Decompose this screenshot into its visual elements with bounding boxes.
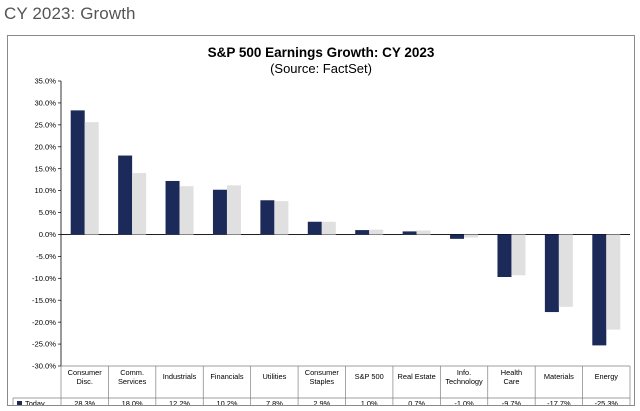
table-value: 12.2%	[169, 399, 190, 405]
table-value: 1.0%	[361, 399, 378, 405]
bar-31-mar	[84, 122, 99, 235]
bar-31-mar	[179, 186, 194, 235]
table-value: -9.7%	[502, 399, 522, 405]
category-label: Utilities	[262, 372, 286, 381]
table-value: 18.0%	[122, 399, 143, 405]
y-tick-label: 25.0%	[34, 120, 56, 129]
category-label: Disc.	[76, 377, 92, 386]
bar-31-mar	[226, 185, 241, 235]
bar-31-mar	[511, 234, 526, 276]
table-value: 10.2%	[216, 399, 237, 405]
bar-31-mar	[321, 221, 336, 235]
category-label: Energy	[595, 372, 619, 381]
bar-today	[70, 110, 85, 235]
category-label: Consumer	[305, 368, 340, 377]
category-label: Info.	[457, 368, 471, 377]
chart-title: S&P 500 Earnings Growth: CY 2023	[208, 45, 435, 60]
bar-today	[544, 234, 559, 313]
chart-frame: S&P 500 Earnings Growth: CY 2023 (Source…	[7, 35, 635, 406]
category-label: Financials	[210, 372, 244, 381]
category-label: Care	[503, 377, 519, 386]
bar-today	[212, 189, 227, 235]
legend-label: Today	[25, 399, 45, 405]
table-value: 28.3%	[74, 399, 95, 405]
bar-31-mar	[416, 230, 431, 235]
bar-today	[355, 230, 370, 235]
bar-31-mar	[274, 201, 289, 235]
y-tick-label: -15.0%	[32, 296, 56, 305]
bar-31-mar	[464, 234, 479, 238]
bar-today	[402, 231, 417, 235]
table-value: -17.7%	[547, 399, 571, 405]
category-label: Staples	[309, 377, 334, 386]
y-tick-label: 15.0%	[34, 164, 56, 173]
category-label: Industrials	[163, 372, 197, 381]
category-label: Health	[501, 368, 522, 377]
y-tick-label: 0.0%	[39, 230, 57, 239]
y-tick-label: 5.0%	[39, 208, 57, 217]
bar-31-mar	[132, 173, 147, 235]
table-value: 2.9%	[313, 399, 330, 405]
table-value: 7.8%	[266, 399, 283, 405]
category-label: S&P 500	[355, 372, 384, 381]
bar-today	[165, 180, 180, 235]
table-value: 0.7%	[408, 399, 425, 405]
earnings-growth-chart: S&P 500 Earnings Growth: CY 2023 (Source…	[12, 45, 631, 405]
y-tick-label: -25.0%	[32, 340, 56, 349]
category-label: Services	[118, 377, 147, 386]
y-axis: 35.0% 30.0% 25.0% 20.0% 15.0% 10.0% 5.0% 0.0% -5…	[32, 77, 630, 371]
y-tick-label: -5.0%	[36, 252, 56, 261]
page-title: CY 2023: Growth	[4, 4, 136, 23]
bar-today	[450, 234, 465, 239]
table-value: -1.0%	[454, 399, 474, 405]
category-label: Technology	[445, 377, 483, 386]
bar-today	[497, 234, 512, 277]
y-tick-label: 30.0%	[34, 99, 56, 108]
bar-today	[307, 221, 322, 235]
category-label: Materials	[544, 372, 574, 381]
bar-series	[70, 110, 621, 346]
category-label: Real Estate	[398, 372, 436, 381]
bar-today	[118, 155, 133, 235]
bar-31-mar	[558, 234, 573, 307]
y-tick-label: 20.0%	[34, 142, 56, 151]
category-label: Comm.	[120, 368, 144, 377]
y-tick-label: -20.0%	[32, 318, 56, 327]
bar-today	[592, 234, 607, 346]
chart-subtitle: (Source: FactSet)	[270, 61, 372, 76]
y-tick-label: -10.0%	[32, 274, 56, 283]
bar-today	[260, 200, 275, 235]
bar-31-mar	[369, 229, 384, 235]
y-tick-label: 35.0%	[34, 77, 56, 86]
y-tick-label: -30.0%	[32, 362, 56, 371]
category-label: Consumer	[68, 368, 103, 377]
legend-swatch-today	[17, 401, 22, 405]
table-value: -25.3%	[595, 399, 619, 405]
bar-31-mar	[606, 234, 621, 330]
y-tick-label: 10.0%	[34, 186, 56, 195]
